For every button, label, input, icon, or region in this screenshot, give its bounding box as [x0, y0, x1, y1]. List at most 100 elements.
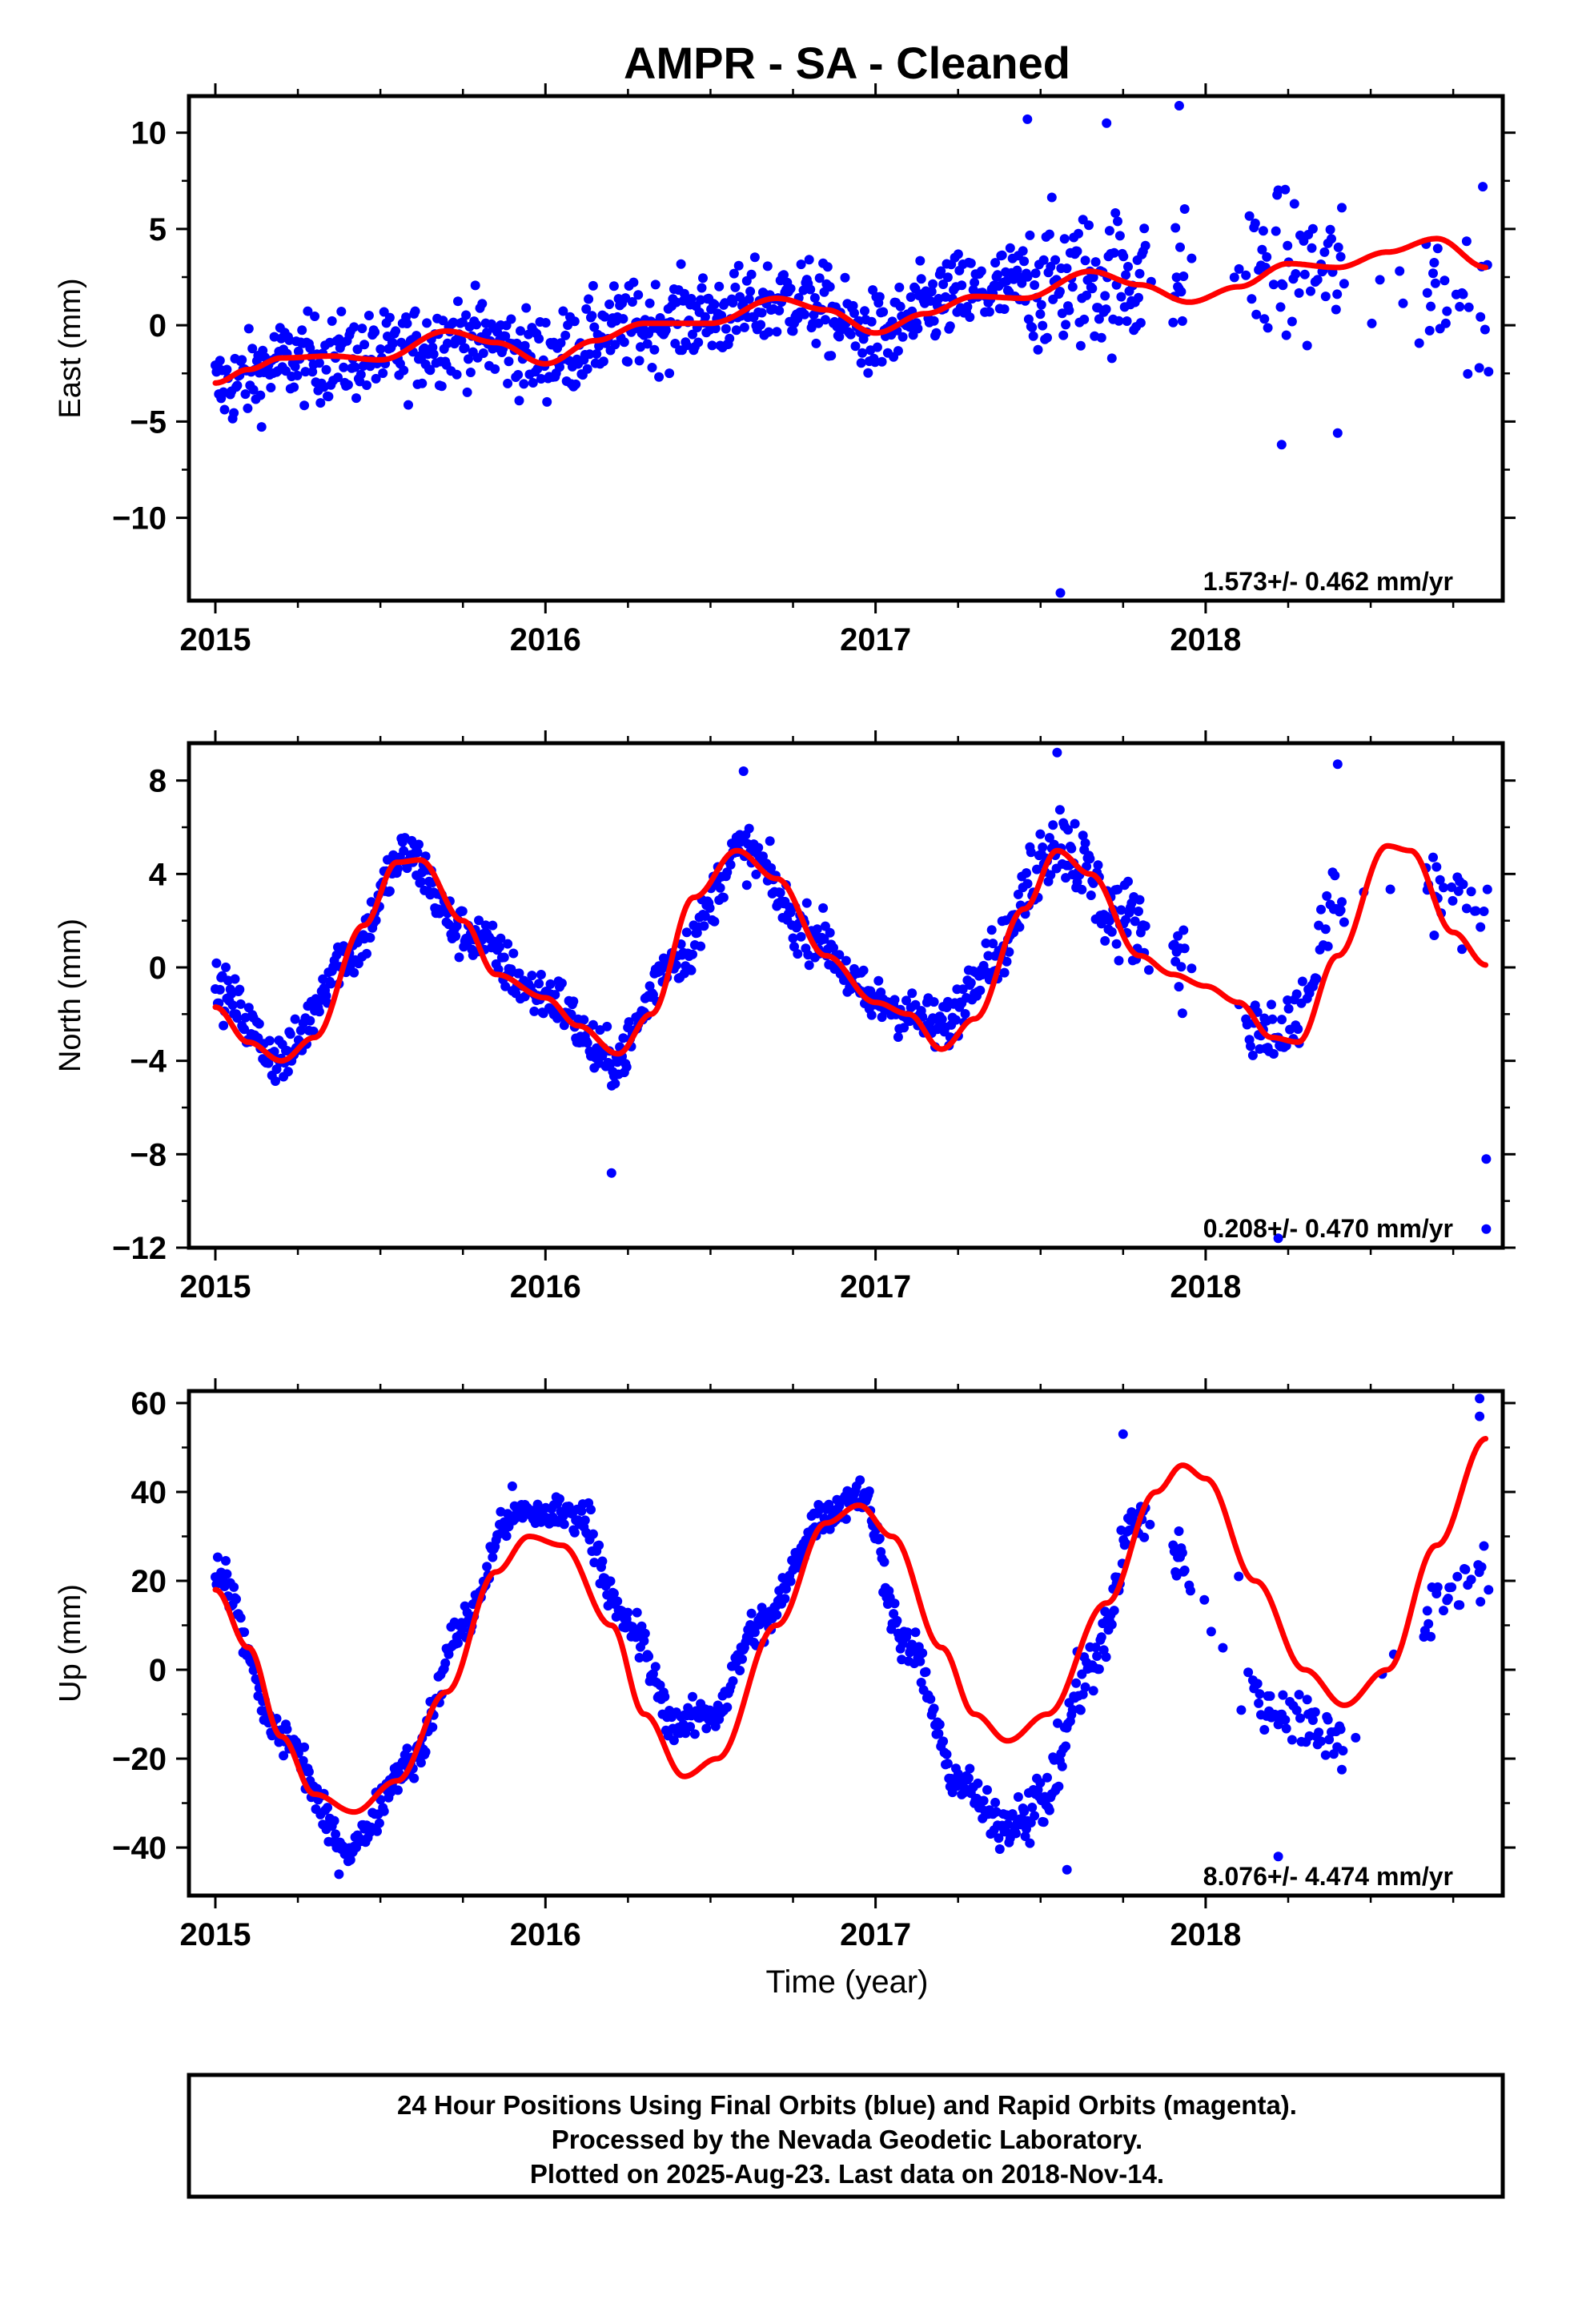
data-point	[1179, 943, 1190, 954]
data-point	[283, 1067, 293, 1077]
data-point	[877, 356, 887, 367]
data-point	[1278, 1690, 1288, 1700]
data-point	[650, 1662, 661, 1672]
data-point	[1067, 282, 1078, 292]
data-point	[660, 1691, 670, 1702]
data-point	[579, 1015, 589, 1025]
data-point	[1078, 830, 1088, 841]
data-point	[1075, 1705, 1086, 1715]
data-point	[248, 384, 259, 395]
data-point	[1168, 317, 1178, 328]
data-point	[229, 408, 239, 418]
data-point	[1109, 247, 1119, 258]
data-point	[1325, 224, 1335, 235]
data-point	[462, 387, 472, 397]
data-point	[584, 349, 595, 360]
rate-label: 0.208+/- 0.470 mm/yr	[1203, 1214, 1453, 1243]
data-point	[729, 268, 739, 279]
data-point	[1113, 884, 1122, 895]
data-point	[870, 357, 880, 368]
data-point	[1054, 805, 1065, 815]
data-point	[1094, 314, 1104, 324]
data-point	[584, 294, 594, 304]
data-point	[451, 931, 461, 941]
data-point	[866, 1010, 877, 1020]
data-point	[1447, 1582, 1457, 1592]
data-point	[938, 279, 949, 289]
data-point	[1062, 263, 1072, 274]
data-point	[1289, 199, 1299, 209]
data-point	[307, 367, 318, 377]
data-point	[416, 1758, 426, 1768]
data-point	[500, 331, 511, 341]
data-point	[604, 300, 615, 309]
data-point-outlier	[1055, 588, 1066, 598]
data-point	[1476, 1562, 1487, 1572]
y-axis-label: North (mm)	[54, 919, 87, 1072]
data-point	[372, 1826, 382, 1836]
data-point	[520, 340, 530, 351]
data-point	[1002, 956, 1012, 967]
data-point	[308, 1026, 319, 1036]
data-point	[1086, 891, 1096, 900]
data-point	[460, 343, 470, 353]
x-tick-label: 2016	[510, 1917, 581, 1952]
data-point	[239, 1024, 250, 1035]
x-tick-label: 2017	[840, 622, 911, 657]
data-point	[1312, 275, 1323, 285]
data-point	[654, 372, 665, 382]
data-point	[1431, 862, 1442, 872]
data-point	[1247, 294, 1257, 304]
data-point	[221, 1556, 231, 1566]
data-point	[928, 279, 938, 289]
data-point	[1265, 1691, 1275, 1701]
data-point	[1440, 318, 1451, 328]
data-point	[1066, 843, 1077, 854]
data-point	[282, 1724, 292, 1735]
data-point	[1426, 301, 1436, 312]
data-point	[379, 1806, 389, 1816]
data-point	[1035, 1778, 1046, 1788]
data-point	[689, 1729, 700, 1739]
data-point	[800, 309, 809, 320]
data-point	[240, 389, 251, 400]
data-point	[425, 365, 436, 376]
data-point	[1101, 1652, 1111, 1663]
data-point	[874, 292, 885, 302]
data-point	[351, 393, 361, 404]
data-point	[219, 1020, 229, 1031]
data-point	[1255, 1689, 1265, 1699]
data-point	[1054, 287, 1065, 296]
data-point	[700, 312, 710, 322]
data-point	[527, 971, 537, 981]
data-point	[632, 1607, 642, 1618]
data-point	[688, 329, 697, 340]
data-point	[892, 1615, 902, 1626]
data-point	[569, 316, 580, 327]
data-point	[290, 361, 300, 372]
x-tick-label: 2016	[510, 622, 581, 657]
data-point	[894, 282, 905, 292]
data-point	[1123, 262, 1133, 271]
data-point	[303, 306, 313, 316]
data-point	[1139, 1532, 1150, 1542]
y-tick-label: 20	[131, 1564, 167, 1599]
data-point	[1294, 1690, 1304, 1700]
data-point	[1429, 931, 1439, 940]
y-tick-label: 0	[149, 951, 167, 986]
data-point	[279, 1751, 289, 1761]
data-point	[1291, 1705, 1302, 1715]
data-point	[709, 916, 720, 927]
data-point	[1094, 1664, 1104, 1675]
data-point	[263, 1058, 274, 1068]
data-point	[1339, 279, 1349, 289]
data-point	[363, 311, 374, 320]
data-point	[1457, 944, 1468, 955]
data-point	[1121, 270, 1131, 280]
data-point	[1252, 1679, 1263, 1689]
data-point	[863, 368, 873, 378]
data-point	[1455, 1600, 1465, 1610]
data-point	[804, 960, 814, 971]
data-point	[239, 1627, 250, 1638]
data-point	[671, 960, 681, 971]
